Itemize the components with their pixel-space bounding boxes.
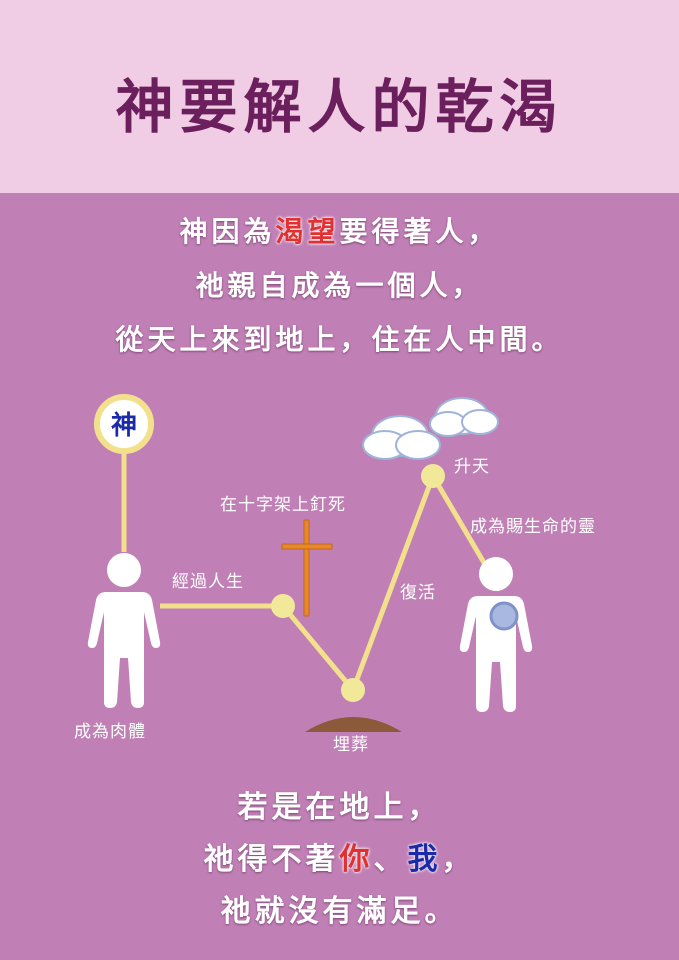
page-title: 神要解人的乾渴 — [115, 73, 564, 141]
label-life-giving-spirit: 成為賜生命的靈 — [470, 517, 596, 537]
node-human-life — [271, 594, 295, 618]
header-banner: 神要解人的乾渴 — [0, 0, 679, 193]
intro-line-1: 神因為渴望要得著人， — [0, 205, 679, 259]
label-human-life: 經過人生 — [172, 572, 244, 592]
god-circle — [94, 394, 154, 454]
person-icon-spirit — [459, 557, 533, 712]
journey-diagram: 神 成為肉體 經過人生 在十字架上釘死 埋葬 復活 升天 成為賜生命的靈 — [74, 394, 596, 755]
outro-emphasis-me: 我 — [407, 842, 442, 877]
outro-emphasis-you: 你 — [339, 842, 374, 877]
label-burial: 埋葬 — [333, 735, 369, 755]
intro-text: 神因為渴望要得著人， 祂親自成為一個人， 從天上來到地上，住在人中間。 — [0, 205, 679, 367]
intro-line-1-post: 要得著人， — [339, 215, 500, 248]
label-crucifixion: 在十字架上釘死 — [220, 495, 346, 515]
outro-line-2-pre: 祂得不著 — [203, 842, 340, 877]
outro-line-2-post: ， — [441, 842, 476, 877]
cloud-icon — [362, 397, 499, 460]
spirit-glow-icon — [489, 601, 519, 631]
person-icon-incarnate — [87, 553, 161, 708]
grave-mound-icon — [305, 717, 402, 732]
label-resurrection: 復活 — [400, 583, 436, 603]
god-char: 神 — [111, 411, 137, 441]
cross-icon — [281, 519, 333, 617]
label-incarnation: 成為肉體 — [74, 722, 146, 742]
intro-emphasis-longing: 渴望 — [275, 215, 340, 248]
outro-line-3: 祂就沒有滿足。 — [220, 894, 459, 929]
label-ascension: 升天 — [454, 457, 490, 477]
intro-line-2: 祂親自成為一個人， — [195, 269, 484, 302]
intro-line-1-pre: 神因為 — [179, 215, 276, 248]
outro-separator: 、 — [373, 842, 408, 877]
node-ascension — [421, 464, 445, 488]
intro-line-3: 從天上來到地上，住在人中間。 — [115, 323, 564, 356]
node-burial — [341, 678, 365, 702]
outro-line-1: 若是在地上， — [237, 790, 442, 825]
outro-text: 若是在地上， 祂得不著你、我， 祂就沒有滿足。 — [0, 782, 679, 938]
outro-line-2: 祂得不著你、我， — [0, 834, 679, 886]
